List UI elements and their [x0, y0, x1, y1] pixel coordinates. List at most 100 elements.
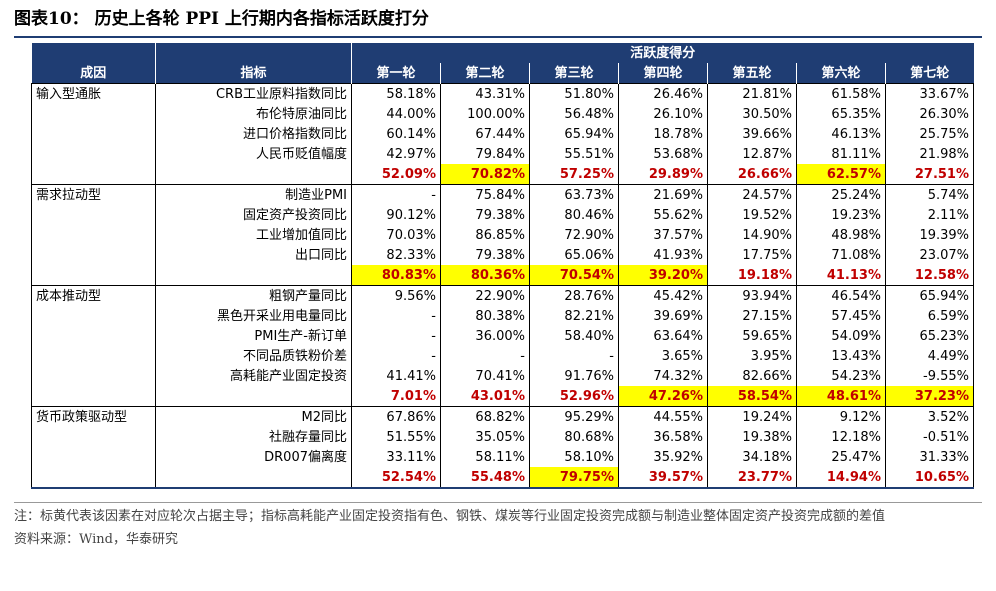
score-cell: 100.00%	[440, 104, 530, 124]
summary-score-cell: 52.96%	[529, 386, 619, 407]
score-cell: 80.38%	[440, 306, 530, 326]
score-cell: 33.67%	[884, 83, 975, 104]
score-cell: 24.57%	[707, 184, 797, 205]
score-cell: 54.09%	[796, 326, 886, 346]
title-divider	[14, 36, 982, 38]
indicator-cell: M2同比	[155, 406, 352, 427]
header-round-4: 第四轮	[618, 63, 708, 84]
cause-cell	[31, 124, 156, 144]
score-cell: 12.18%	[796, 427, 886, 447]
score-cell: 51.55%	[351, 427, 441, 447]
cause-cell	[31, 346, 156, 366]
table-row: 出口同比 82.33% 79.38% 65.06% 41.93% 17.75% 71.08%…	[31, 245, 975, 265]
cause-cell	[31, 265, 156, 286]
summary-score-cell: 52.54%	[351, 467, 441, 489]
score-cell: 34.18%	[707, 447, 797, 467]
score-cell: 65.94%	[529, 124, 619, 144]
score-cell: 53.68%	[618, 144, 708, 164]
score-cell: 41.93%	[618, 245, 708, 265]
cause-cell	[31, 225, 156, 245]
cause-cell: 成本推动型	[31, 285, 156, 306]
cause-cell	[31, 306, 156, 326]
table-row: DR007偏离度 33.11% 58.11% 58.10% 35.92% 34.18% 25…	[31, 447, 975, 467]
score-cell: 75.84%	[440, 184, 530, 205]
score-cell: 35.05%	[440, 427, 530, 447]
summary-score-cell: 7.01%	[351, 386, 441, 407]
summary-score-cell: 27.51%	[884, 164, 975, 185]
cause-cell	[31, 366, 156, 386]
header-round-6: 第六轮	[796, 63, 886, 84]
score-cell: 91.76%	[529, 366, 619, 386]
table-row: 固定资产投资同比 90.12% 79.38% 80.46% 55.62% 19.52% 19…	[31, 205, 975, 225]
score-cell: 90.12%	[351, 205, 441, 225]
score-cell: 19.39%	[884, 225, 975, 245]
table-row: 高耗能产业固定投资 41.41% 70.41% 91.76% 74.32% 82.66% 5…	[31, 366, 975, 386]
summary-score-cell: 10.65%	[884, 467, 975, 489]
score-cell: 68.82%	[440, 406, 530, 427]
summary-score-cell: 19.18%	[707, 265, 797, 286]
score-cell: 67.44%	[440, 124, 530, 144]
cause-cell	[31, 326, 156, 346]
score-cell: 58.10%	[529, 447, 619, 467]
indicator-cell: 布伦特原油同比	[155, 104, 352, 124]
score-cell: 56.48%	[529, 104, 619, 124]
indicator-cell: 进口价格指数同比	[155, 124, 352, 144]
score-cell: 41.41%	[351, 366, 441, 386]
page-title: 图表10： 历史上各轮 PPI 上行期内各指标活跃度打分	[14, 9, 429, 29]
score-cell: 35.92%	[618, 447, 708, 467]
score-cell: 36.00%	[440, 326, 530, 346]
score-cell: 21.81%	[707, 83, 797, 104]
score-cell: 39.66%	[707, 124, 797, 144]
score-cell: 81.11%	[796, 144, 886, 164]
indicator-cell: 人民币贬值幅度	[155, 144, 352, 164]
summary-score-cell: 39.57%	[618, 467, 708, 489]
score-cell: 57.45%	[796, 306, 886, 326]
score-cell: 79.84%	[440, 144, 530, 164]
score-cell: 82.66%	[707, 366, 797, 386]
summary-score-cell: 26.66%	[707, 164, 797, 185]
score-cell: 3.65%	[618, 346, 708, 366]
score-cell: 6.59%	[884, 306, 975, 326]
score-cell: 70.41%	[440, 366, 530, 386]
summary-score-cell: 70.54%	[529, 265, 619, 286]
score-cell: 21.98%	[884, 144, 975, 164]
indicator-cell: 高耗能产业固定投资	[155, 366, 352, 386]
header-cause: 成因	[31, 63, 156, 84]
score-cell: 82.21%	[529, 306, 619, 326]
score-cell: 23.07%	[884, 245, 975, 265]
cause-cell	[31, 104, 156, 124]
score-cell: 80.46%	[529, 205, 619, 225]
score-cell: -	[440, 346, 530, 366]
header-blank-indicator	[155, 43, 352, 63]
score-cell: 39.69%	[618, 306, 708, 326]
score-cell: 63.64%	[618, 326, 708, 346]
score-cell: 26.30%	[884, 104, 975, 124]
header-round-7: 第七轮	[885, 63, 974, 84]
score-cell: 46.13%	[796, 124, 886, 144]
table-row: 社融存量同比 51.55% 35.05% 80.68% 36.58% 19.38% 12.1…	[31, 427, 975, 447]
summary-score-cell: 23.77%	[707, 467, 797, 489]
summary-score-cell: 48.61%	[796, 386, 886, 407]
score-cell: 19.24%	[707, 406, 797, 427]
indicator-cell: 社融存量同比	[155, 427, 352, 447]
score-cell: 55.51%	[529, 144, 619, 164]
score-cell: 12.87%	[707, 144, 797, 164]
score-cell: 2.11%	[884, 205, 975, 225]
cause-cell	[31, 245, 156, 265]
table-row: 不同品质铁粉价差 - - -3.65% 3.95% 13.43% 4.49%	[31, 346, 975, 366]
score-cell: -	[351, 326, 441, 346]
table-row: 成本推动型 粗钢产量同比 9.56% 22.90% 28.76% 45.42% 93.94%…	[31, 285, 975, 306]
score-cell: 72.90%	[529, 225, 619, 245]
table-row: 布伦特原油同比 44.00% 100.00% 56.48% 26.10% 30.50% 65…	[31, 104, 975, 124]
score-cell: 44.55%	[618, 406, 708, 427]
header-round-5: 第五轮	[707, 63, 797, 84]
score-cell: 25.75%	[884, 124, 975, 144]
score-cell: 22.90%	[440, 285, 530, 306]
header-round-2: 第二轮	[440, 63, 530, 84]
header-indicator: 指标	[155, 63, 352, 84]
indicator-cell	[155, 164, 352, 185]
score-cell: 21.69%	[618, 184, 708, 205]
score-cell: 26.46%	[618, 83, 708, 104]
summary-score-cell: 80.83%	[351, 265, 441, 286]
summary-row: 52.54% 55.48% 79.75% 39.57% 23.77% 14.94% 10.6…	[31, 467, 975, 489]
